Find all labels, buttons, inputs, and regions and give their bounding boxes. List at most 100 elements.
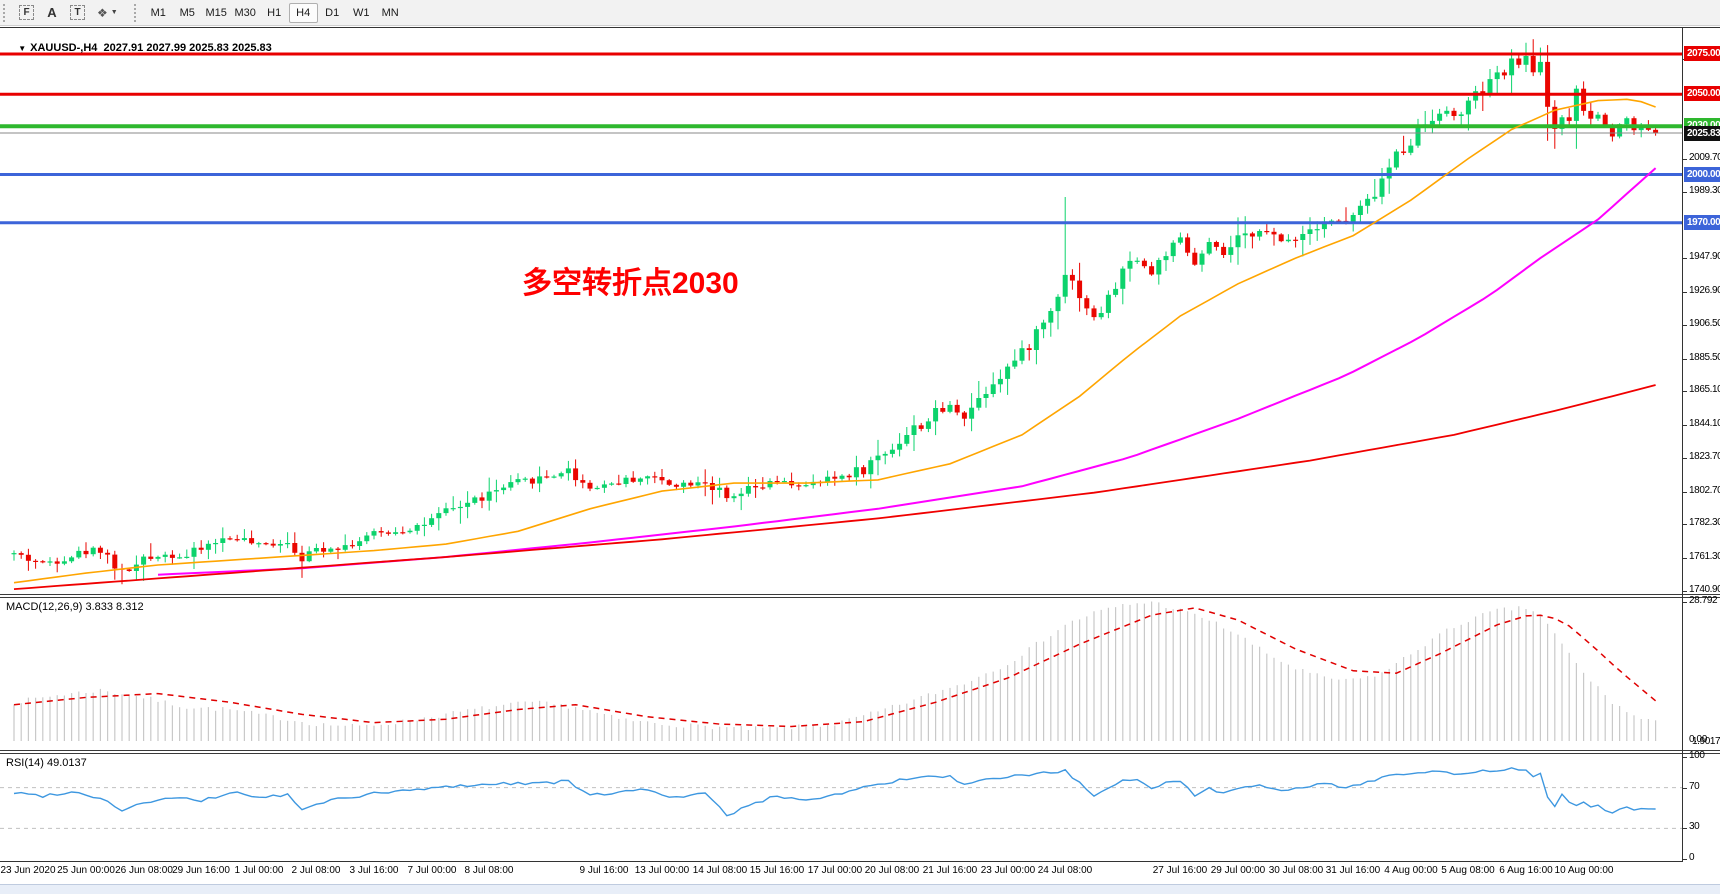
date-axis[interactable]: 23 Jun 2020 25 Jun 00:00 26 Jun 08:00 29 Ju… <box>0 862 1720 884</box>
rsi-bottom-border <box>0 861 1683 862</box>
date-tick-label: 29 Jul 00:00 <box>1210 865 1266 876</box>
chart-symbol-ohlc: ▼ XAUUSD-,H4 2027.91 2027.99 2025.83 2025… <box>6 30 272 66</box>
date-tick-label: 5 Aug 08:00 <box>1441 865 1495 876</box>
level-badge: 2000.00 <box>1684 167 1720 182</box>
shapes-icon: ❖ <box>97 5 108 20</box>
price-tick-label: 1782.30 <box>1689 517 1720 528</box>
date-tick-label: 2 Jul 08:00 <box>291 865 341 876</box>
axis-tick <box>1682 159 1687 160</box>
chart-menu-caret-icon[interactable]: ▼ <box>18 44 27 53</box>
rsi-pane-canvas[interactable] <box>0 754 1682 861</box>
chart-annotation-text: 多空转折点2030 <box>522 267 739 300</box>
rsi-tick-label: 0 <box>1689 852 1695 863</box>
main-macd-splitter[interactable] <box>0 594 1720 598</box>
tf-button-m1[interactable]: M1 <box>150 6 166 19</box>
axis-tick <box>1682 458 1687 459</box>
price-tick-label: 1947.90 <box>1689 251 1720 262</box>
tf-button-w1[interactable]: W1 <box>352 6 370 19</box>
text-tool-button[interactable]: T <box>65 2 90 23</box>
ohlc-values: 2027.91 2027.99 2025.83 2025.83 <box>103 42 272 54</box>
macd-rsi-splitter[interactable] <box>0 750 1720 754</box>
axis-tick <box>1682 602 1687 603</box>
axis-tick <box>1682 425 1687 426</box>
level-badge: 2050.00 <box>1684 86 1720 101</box>
axis-tick <box>1682 859 1687 860</box>
toolbar-drag-handle[interactable] <box>3 3 8 22</box>
date-tick-label: 3 Jul 16:00 <box>349 865 399 876</box>
rsi-tick-label: 30 <box>1689 821 1700 832</box>
price-tick-label: 1885.50 <box>1689 352 1720 363</box>
chart-top-border <box>0 27 1720 28</box>
date-tick-label: 23 Jul 00:00 <box>980 865 1036 876</box>
macd-pane-canvas[interactable] <box>0 598 1682 750</box>
date-tick-label: 4 Aug 00:00 <box>1384 865 1438 876</box>
date-tick-label: 8 Jul 08:00 <box>464 865 514 876</box>
price-tick-label: 1761.30 <box>1689 551 1720 562</box>
axis-tick <box>1682 192 1687 193</box>
rsi-label: RSI(14) 49.0137 <box>6 757 87 769</box>
date-tick-label: 27 Jul 16:00 <box>1152 865 1208 876</box>
axis-tick <box>1682 558 1687 559</box>
arrow-tools-button[interactable]: ❖ ▼ <box>92 2 123 23</box>
price-tick-label: 1926.90 <box>1689 285 1720 296</box>
date-tick-label: 7 Jul 00:00 <box>407 865 457 876</box>
main-chart-canvas[interactable] <box>0 28 1682 594</box>
macd-label: MACD(12,26,9) 3.833 8.312 <box>6 601 144 613</box>
tf-button-mn[interactable]: MN <box>381 6 399 19</box>
current-price-badge: 2025.83 <box>1684 126 1720 141</box>
axis-tick <box>1682 524 1687 525</box>
tf-button-m5[interactable]: M5 <box>179 6 195 19</box>
axis-tick <box>1682 788 1687 789</box>
date-tick-label: 31 Jul 16:00 <box>1325 865 1381 876</box>
axis-tick <box>1682 591 1687 592</box>
axis-tick <box>1682 757 1687 758</box>
axis-tick <box>1682 492 1687 493</box>
date-tick-label: 15 Jul 16:00 <box>749 865 805 876</box>
tf-button-d1[interactable]: D1 <box>325 6 340 19</box>
date-tick-label: 9 Jul 16:00 <box>579 865 629 876</box>
price-axis[interactable]: 2072.102009.701989.301947.901926.901906.… <box>1682 27 1720 863</box>
macd-zero-label: 0.00 <box>1689 734 1707 745</box>
tf-button-m30[interactable]: M30 <box>234 6 256 19</box>
text-label-button[interactable]: A <box>47 5 57 20</box>
axis-tick <box>1682 828 1687 829</box>
macd-max-label: 28.792 <box>1689 595 1718 606</box>
price-tick-label: 1740.90 <box>1689 584 1720 595</box>
date-tick-label: 23 Jun 2020 <box>0 865 56 876</box>
bottom-scroll-strip[interactable] <box>0 884 1720 894</box>
tf-button-m15[interactable]: M15 <box>205 6 227 19</box>
price-tick-label: 2009.70 <box>1689 152 1720 163</box>
tf-button-h1[interactable]: H1 <box>267 6 282 19</box>
rsi-tick-label: 100 <box>1689 750 1705 761</box>
date-tick-label: 30 Jul 08:00 <box>1268 865 1324 876</box>
toolbar-drag-handle[interactable] <box>133 3 139 22</box>
level-badge: 2075.00 <box>1684 46 1720 61</box>
rsi-tick-label: 70 <box>1689 781 1700 792</box>
axis-left-border <box>1682 27 1683 862</box>
price-tick-label: 1906.50 <box>1689 318 1720 329</box>
date-tick-label: 24 Jul 08:00 <box>1037 865 1093 876</box>
date-tick-label: 14 Jul 08:00 <box>692 865 748 876</box>
level-badge: 1970.00 <box>1684 215 1720 230</box>
date-tick-label: 26 Jun 08:00 <box>115 865 173 876</box>
price-tick-label: 1823.70 <box>1689 451 1720 462</box>
date-tick-label: 17 Jul 00:00 <box>807 865 863 876</box>
date-tick-label: 13 Jul 00:00 <box>634 865 690 876</box>
f-grid-icon: F <box>19 5 34 20</box>
date-tick-label: 20 Jul 08:00 <box>864 865 920 876</box>
price-tick-label: 1844.10 <box>1689 418 1720 429</box>
text-tool-icon: T <box>70 5 85 20</box>
indicator-f-button[interactable]: F <box>14 2 39 23</box>
date-tick-label: 6 Aug 16:00 <box>1499 865 1553 876</box>
macd-value-label: 1.9017 <box>1692 736 1720 747</box>
axis-tick <box>1682 292 1687 293</box>
date-tick-label: 1 Jul 00:00 <box>234 865 284 876</box>
axis-tick <box>1682 325 1687 326</box>
date-tick-label: 21 Jul 16:00 <box>922 865 978 876</box>
axis-tick <box>1682 258 1687 259</box>
tf-button-h4[interactable]: H4 <box>288 2 318 23</box>
axis-tick <box>1682 359 1687 360</box>
price-tick-label: 1989.30 <box>1689 185 1720 196</box>
axis-tick <box>1682 391 1687 392</box>
toolbar: F A T ❖ ▼ M1 M5 M15 M30 H1 H4 D1 W1 MN <box>0 0 1720 26</box>
